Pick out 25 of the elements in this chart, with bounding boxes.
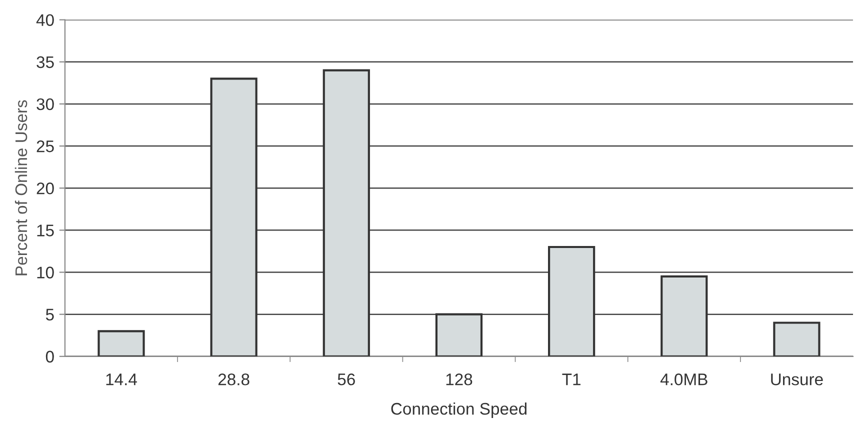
y-axis-title: Percent of Online Users xyxy=(14,100,28,276)
y-tick-label: 10 xyxy=(37,266,54,278)
y-tick-label: 35 xyxy=(36,56,54,68)
bar xyxy=(660,275,708,356)
x-tick-label: 28.8 xyxy=(218,374,250,386)
x-tick-label: 4.0MB xyxy=(660,374,708,386)
x-tick-label: T1 xyxy=(562,374,580,386)
y-tick-label: 30 xyxy=(36,98,54,110)
y-tick-label: 15 xyxy=(37,224,54,236)
x-axis-title: Connection Speed xyxy=(391,402,526,418)
x-tick-label: Unsure xyxy=(771,374,823,386)
bar xyxy=(322,69,370,356)
x-tick-label: 56 xyxy=(338,374,355,386)
bar xyxy=(548,246,596,356)
y-tick-label: 0 xyxy=(46,350,54,363)
y-tick-label: 25 xyxy=(36,140,54,152)
bar xyxy=(210,78,258,356)
bar xyxy=(773,322,820,356)
y-tick-label: 5 xyxy=(46,308,54,321)
y-tick-label: 40 xyxy=(36,14,54,26)
bar xyxy=(98,330,145,356)
y-tick-label: 20 xyxy=(36,182,54,194)
bar xyxy=(435,313,483,356)
x-tick-label: 128 xyxy=(446,374,472,386)
x-tick-label: 14.4 xyxy=(106,374,137,386)
